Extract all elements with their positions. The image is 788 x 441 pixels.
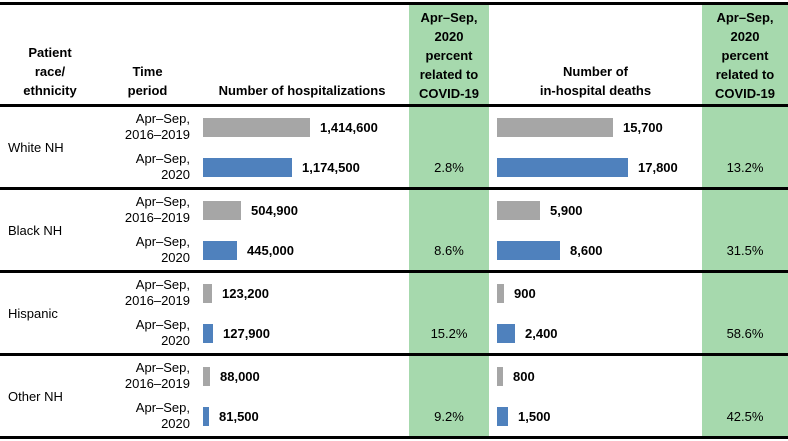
covid-percent-deaths-cell: 42.5% [702,356,788,436]
hospitalizations-value-2020: 81,500 [219,408,259,424]
time-period-2016-2019: Apr–Sep, 2016–2019 [124,194,190,225]
hospitalizations-bar-row-2020: 445,000 [195,230,409,270]
deaths-bar-row-2020: 1,500 [489,396,702,436]
covid-percent-deaths: 31.5% [726,243,764,258]
covid-percent-hospitalizations: 15.2% [430,326,468,341]
covid-percent-hospitalizations-cell: 2.8% [409,107,489,187]
deaths-value-2016-2019: 15,700 [623,119,663,135]
race-label: White NH [8,139,64,155]
hospitalizations-value-2020: 127,900 [223,325,270,341]
deaths-bar-2016-2019 [497,283,504,303]
header-patient-race: Patient race/ ethnicity [23,45,77,98]
header-covid-percent-hospitalizations: Apr–Sep, 2020 percent related to COVID-1… [409,5,489,104]
header-number-deaths: Number of in-hospital deaths [539,64,652,98]
deaths-bar-row-2020: 17,800 [489,147,702,187]
deaths-bar-row-2016-2019: 800 [489,356,702,396]
race-label: Black NH [8,222,63,238]
race-group: White NH Apr–Sep, 2016–2019 1,414,600 2.… [0,107,788,187]
hospitalizations-bar-2016-2019 [203,366,210,386]
covid-percent-hospitalizations-cell: 15.2% [409,273,489,353]
covid-percent-hospitalizations: 2.8% [434,160,464,175]
time-period-2016-2019: Apr–Sep, 2016–2019 [124,360,190,391]
hospitalizations-bar-2020 [203,323,213,343]
deaths-value-2016-2019: 5,900 [550,202,583,218]
deaths-value-2020: 1,500 [518,408,551,424]
race-group: Hispanic Apr–Sep, 2016–2019 123,200 15.2… [0,270,788,353]
race-group: Black NH Apr–Sep, 2016–2019 504,900 8.6%… [0,187,788,270]
deaths-bar-row-2016-2019: 5,900 [489,190,702,230]
time-period-2020: Apr–Sep, 2020 [135,151,190,182]
covid-percent-hospitalizations: 8.6% [434,243,464,258]
covid-percent-deaths-cell: 13.2% [702,107,788,187]
covid-percent-deaths-cell: 58.6% [702,273,788,353]
deaths-value-2020: 2,400 [525,325,558,341]
deaths-value-2016-2019: 800 [513,368,535,384]
deaths-bar-row-2020: 8,600 [489,230,702,270]
time-period-2020: Apr–Sep, 2020 [135,317,190,348]
deaths-bar-2020 [497,323,515,343]
header-number-hospitalizations: Number of hospitalizations [218,83,386,98]
hospitalizations-bar-2020 [203,240,237,260]
deaths-value-2016-2019: 900 [514,285,536,301]
deaths-bar-2016-2019 [497,366,503,386]
time-period-2020: Apr–Sep, 2020 [135,400,190,431]
covid-percent-hospitalizations: 9.2% [434,409,464,424]
covid-percent-hospitalizations-cell: 9.2% [409,356,489,436]
covid-percent-hospitalizations-cell: 8.6% [409,190,489,270]
deaths-value-2020: 8,600 [570,242,603,258]
hospitalizations-value-2020: 1,174,500 [302,159,360,175]
time-period-2016-2019: Apr–Sep, 2016–2019 [124,277,190,308]
hospitalizations-bar-2016-2019 [203,283,212,303]
hospitalizations-bar-row-2020: 1,174,500 [195,147,409,187]
hospitalizations-bar-row-2016-2019: 88,000 [195,356,409,396]
time-period-2020: Apr–Sep, 2020 [135,234,190,265]
covid-percent-deaths: 13.2% [726,160,764,175]
hospitalizations-bar-row-2016-2019: 123,200 [195,273,409,313]
deaths-bar-2016-2019 [497,117,613,137]
hospitalizations-value-2020: 445,000 [247,242,294,258]
hospitalizations-bar-2016-2019 [203,117,310,137]
header-covid-percent-deaths: Apr–Sep, 2020 percent related to COVID-1… [702,5,788,104]
covid-percent-deaths-cell: 31.5% [702,190,788,270]
header-time-period: Time period [127,64,168,98]
table-body: White NH Apr–Sep, 2016–2019 1,414,600 2.… [0,107,788,436]
header-row: Patient race/ ethnicity Time period Numb… [0,5,788,107]
hospitalizations-bar-2016-2019 [203,200,241,220]
hospitalizations-value-2016-2019: 504,900 [251,202,298,218]
hospitalizations-value-2016-2019: 1,414,600 [320,119,378,135]
race-label: Hispanic [8,305,58,321]
race-group: Other NH Apr–Sep, 2016–2019 88,000 9.2% … [0,353,788,436]
hospitalizations-bar-2020 [203,406,209,426]
covid-percent-deaths: 42.5% [726,409,764,424]
hospitalizations-bar-row-2016-2019: 504,900 [195,190,409,230]
hospitalizations-bar-row-2020: 81,500 [195,396,409,436]
race-label: Other NH [8,388,63,404]
deaths-bar-row-2020: 2,400 [489,313,702,353]
hospitalizations-value-2016-2019: 123,200 [222,285,269,301]
hospitalizations-bar-row-2016-2019: 1,414,600 [195,107,409,147]
deaths-bar-2020 [497,406,508,426]
deaths-bar-row-2016-2019: 900 [489,273,702,313]
hospitalizations-bar-row-2020: 127,900 [195,313,409,353]
deaths-bar-row-2016-2019: 15,700 [489,107,702,147]
deaths-bar-2020 [497,240,560,260]
time-period-2016-2019: Apr–Sep, 2016–2019 [124,111,190,142]
deaths-bar-2016-2019 [497,200,540,220]
covid-percent-deaths: 58.6% [726,326,764,341]
hospitalizations-value-2016-2019: 88,000 [220,368,260,384]
deaths-value-2020: 17,800 [638,159,678,175]
deaths-bar-2020 [497,157,628,177]
hospitalizations-bar-2020 [203,157,292,177]
